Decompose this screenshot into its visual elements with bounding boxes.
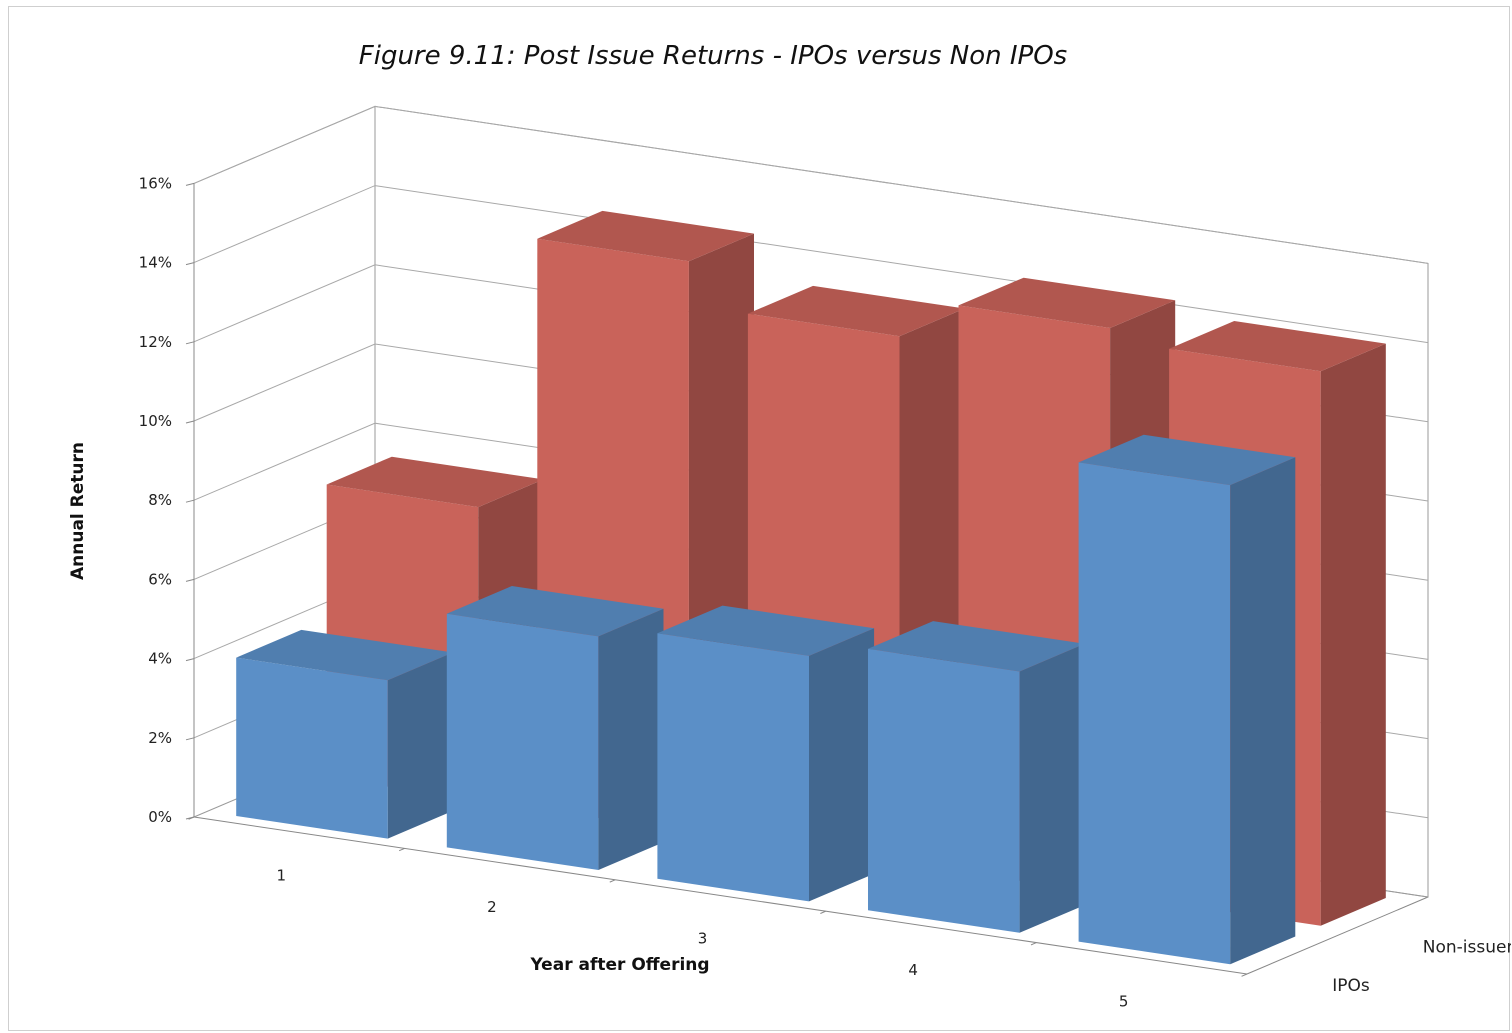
x-tick-mark xyxy=(609,879,616,883)
y-tick-mark xyxy=(185,658,195,662)
series-label-non-issuers: Non-issuers xyxy=(1423,937,1511,957)
bar-top-face xyxy=(236,629,453,681)
x-tick-label: 3 xyxy=(698,930,708,948)
bar-side-face xyxy=(1019,643,1085,933)
bar-top-face xyxy=(747,285,965,337)
chart-frame: 0% 2% 4% 6% 8% 10% 12% 14% 16% 1 2 3 4 5 IPOs Non-issue… xyxy=(8,6,1511,1031)
y-tick-mark xyxy=(185,341,195,345)
series-label-ipos: IPOs xyxy=(1332,976,1370,996)
y-tick-label: 14% xyxy=(139,254,172,272)
bar-side-face xyxy=(1230,457,1296,965)
bar-front-face xyxy=(1078,462,1231,965)
bar-side-face xyxy=(809,628,875,902)
y-tick-label: 2% xyxy=(148,729,172,747)
x-tick-mark xyxy=(398,847,405,852)
bar-ipos-year-2 xyxy=(446,586,664,870)
x-tick-mark xyxy=(1241,973,1248,977)
x-tick-mark xyxy=(1030,942,1037,946)
bar-top-face xyxy=(1078,434,1296,486)
y-tick-label: 8% xyxy=(148,491,172,509)
y-tick-label: 0% xyxy=(148,808,172,826)
y-tick-label: 16% xyxy=(139,174,172,192)
bar-top-face xyxy=(1169,321,1386,372)
bar-ipos-year-3 xyxy=(657,605,875,902)
x-axis-line xyxy=(193,816,1248,975)
gridline xyxy=(193,105,1429,264)
chart-title: Figure 9.11: Post Issue Returns - IPOs v… xyxy=(359,41,1067,71)
labels: 0% 2% 4% 6% 8% 10% 12% 14% 16% 1 2 3 4 5 IPOs Non-issue… xyxy=(139,174,1511,1010)
bar-top-face xyxy=(868,621,1085,672)
bar-top-face xyxy=(326,456,544,508)
bar-front-face xyxy=(236,657,388,839)
bar-top-face xyxy=(958,277,1176,328)
bar-side-face xyxy=(1320,343,1386,926)
bar-ipos-year-5 xyxy=(1078,434,1296,965)
y-tick-mark xyxy=(185,499,195,503)
y-tick-mark xyxy=(185,262,195,266)
bar-top-face xyxy=(446,586,664,637)
x-tick-label: 2 xyxy=(487,898,497,916)
bar-top-face xyxy=(537,210,754,262)
x-axis-title: Year after Offering xyxy=(529,955,709,975)
bar-side-face xyxy=(387,652,453,839)
y-tick-label: 12% xyxy=(139,333,172,351)
bar-side-face xyxy=(598,608,664,870)
y-tick-mark xyxy=(185,420,195,424)
bar-front-face xyxy=(657,633,809,902)
bar-front-face xyxy=(868,648,1020,933)
y-tick-mark xyxy=(185,578,195,582)
y-tick-label: 6% xyxy=(148,570,172,588)
x-tick-mark xyxy=(820,910,826,914)
x-tick-label: 4 xyxy=(908,961,918,979)
bar-front-face xyxy=(446,613,599,870)
y-tick-mark xyxy=(185,737,195,741)
bar-ipos-year-1 xyxy=(236,629,453,839)
bar-ipos-year-4 xyxy=(868,621,1085,933)
chart-svg: 0% 2% 4% 6% 8% 10% 12% 14% 16% 1 2 3 4 5 IPOs Non-issue… xyxy=(68,41,1511,1010)
y-tick-label: 10% xyxy=(139,412,172,430)
y-tick-label: 4% xyxy=(148,650,172,668)
x-tick-label: 1 xyxy=(277,867,287,885)
x-tick-label: 5 xyxy=(1119,992,1129,1010)
y-tick-mark xyxy=(185,182,195,186)
y-tick-mark xyxy=(185,816,195,820)
bars xyxy=(236,210,1386,965)
y-axis-title: Annual Return xyxy=(68,442,88,580)
depth-axis-line xyxy=(1246,896,1429,975)
bar-top-face xyxy=(657,605,875,656)
